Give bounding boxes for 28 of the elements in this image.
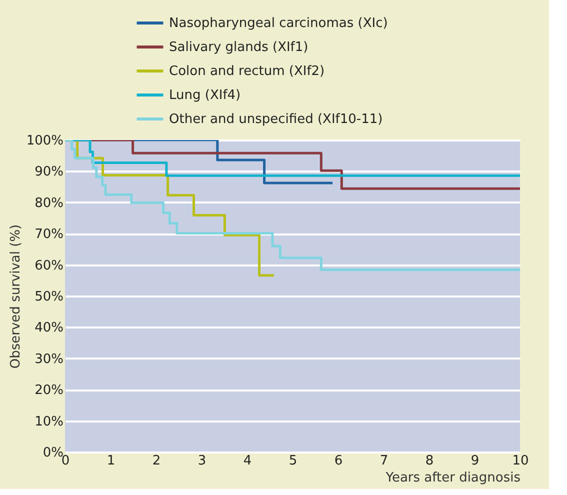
legend-label: Lung (XIf4) [169, 88, 241, 103]
legend-label: Other and unspecified (XIf10-11) [169, 112, 383, 127]
y-tick-label: 90% [34, 164, 64, 180]
legend-label: Colon and rectum (XIf2) [169, 64, 325, 79]
y-tick-label: 40% [34, 320, 64, 336]
y-tick-label: 70% [34, 227, 64, 242]
x-tick-label: 3 [198, 454, 206, 468]
y-axis-title: Observed survival (%) [8, 224, 24, 369]
y-tick-label: 30% [34, 352, 64, 367]
y-tick-label: 50% [34, 290, 64, 304]
x-tick-label: 7 [380, 454, 388, 468]
y-tick-label: 80% [34, 196, 64, 211]
x-tick-label: 4 [243, 454, 252, 468]
x-tick-label: 5 [288, 454, 298, 468]
x-tick-label: 1 [106, 454, 116, 468]
x-tick-label: 6 [334, 454, 343, 468]
legend-label: Nasopharyngeal carcinomas (XIc) [169, 16, 388, 31]
y-tick-label: 10% [34, 414, 64, 430]
x-tick-label: 2 [152, 454, 161, 468]
legend-label: Salivary glands (XIf1) [169, 40, 308, 55]
y-tick-label: 0% [42, 446, 64, 460]
x-tick-label: 9 [470, 454, 480, 468]
y-tick-label: 20% [34, 383, 64, 398]
x-tick-label: 8 [425, 454, 434, 468]
x-tick-label: 10 [512, 454, 529, 468]
x-axis-title: Years after diagnosis [384, 470, 521, 486]
y-tick-label: 60% [34, 258, 64, 274]
y-tick-label: 100% [26, 134, 64, 148]
